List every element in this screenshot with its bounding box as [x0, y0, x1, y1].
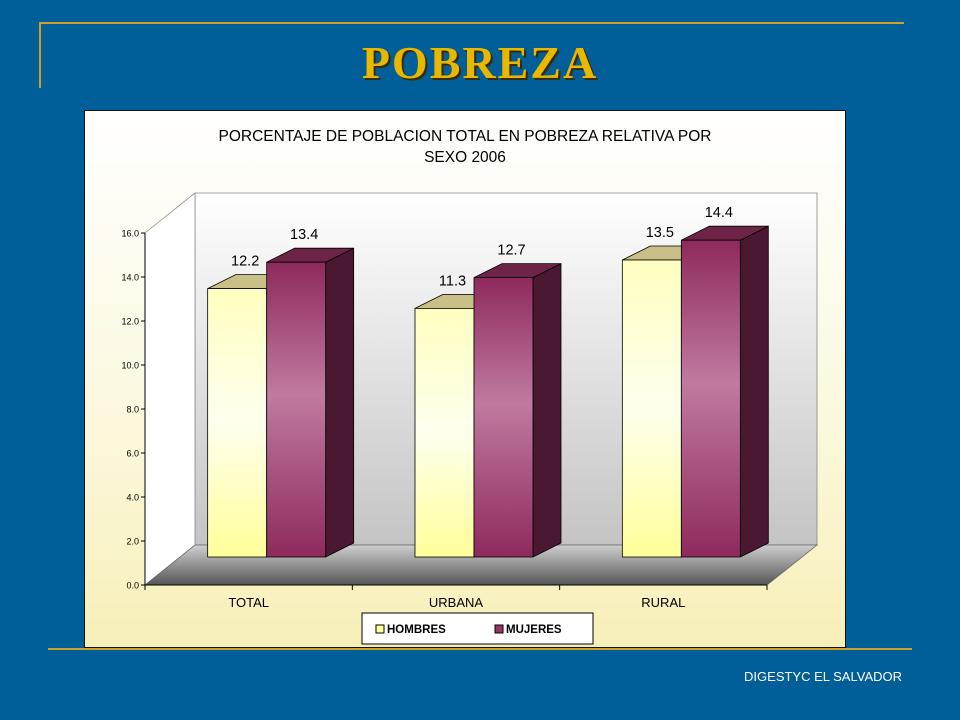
chart-title-line-2: SEXO 2006 — [424, 149, 506, 166]
bar-side-mujeres — [532, 262, 562, 558]
data-label: 14.4 — [705, 205, 733, 221]
bar-chart: 0.0 2.0 4.0 6.0 8.0 10.0 12.0 14.0 16.0 TOTAL URBA… — [121, 128, 819, 645]
legend-swatch-hombres — [375, 624, 385, 634]
y-tick-label: 12.0 — [121, 317, 139, 327]
bar-hombres-rural — [621, 259, 682, 558]
chart-title-line-1: PORCENTAJE DE POBLACION TOTAL EN POBREZA… — [219, 128, 712, 145]
slide-title: POBREZA — [361, 37, 599, 88]
y-tick-label: 4.0 — [126, 493, 139, 503]
y-tick-label: 0.0 — [126, 581, 139, 591]
legend-label-hombres: HOMBRES — [387, 624, 446, 636]
bar-hombres-total — [207, 288, 268, 558]
x-category-label: TOTAL — [228, 595, 269, 610]
data-label: 12.2 — [231, 254, 259, 270]
data-label: 12.7 — [497, 243, 525, 259]
bar-side-mujeres — [325, 247, 355, 558]
y-tick-label: 6.0 — [126, 449, 139, 459]
x-category-label: URBANA — [429, 595, 484, 610]
data-label: 11.3 — [439, 273, 466, 289]
y-tick-label: 16.0 — [121, 229, 139, 239]
decorative-bottom-line — [48, 648, 912, 650]
legend-swatch-mujeres — [494, 624, 504, 634]
bar-mujeres-total — [266, 261, 327, 558]
data-label: 13.4 — [290, 227, 318, 243]
chart-side-wall — [144, 192, 196, 586]
bar-mujeres-rural — [680, 239, 741, 558]
legend-box — [361, 612, 594, 645]
y-tick-label: 2.0 — [126, 537, 139, 547]
decorative-vertical-line — [39, 22, 41, 88]
data-label: 13.5 — [646, 225, 674, 241]
legend-label-mujeres: MUJERES — [506, 624, 562, 636]
y-tick-label: 10.0 — [121, 361, 139, 371]
bar-hombres-urbana — [414, 307, 475, 558]
legend: HOMBRES MUJERES — [361, 612, 594, 645]
bar-mujeres-urbana — [473, 277, 534, 558]
bar-side-mujeres — [739, 225, 769, 558]
footer-source: DIGESTYC EL SALVADOR — [744, 669, 902, 684]
decorative-top-line — [39, 22, 904, 24]
y-tick-label: 8.0 — [126, 405, 139, 415]
x-category-label: RURAL — [641, 595, 685, 610]
chart-container: 0.0 2.0 4.0 6.0 8.0 10.0 12.0 14.0 16.0 TOTAL URBA… — [84, 110, 846, 648]
y-tick-label: 14.0 — [121, 273, 139, 283]
